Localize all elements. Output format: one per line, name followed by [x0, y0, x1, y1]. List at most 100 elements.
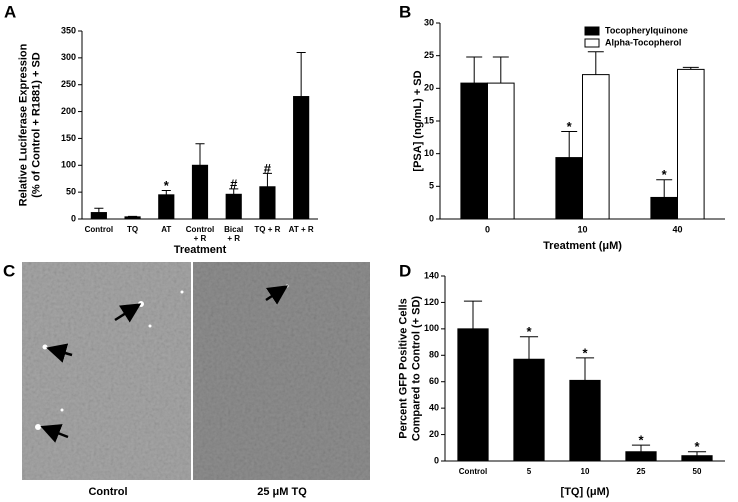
bar — [293, 96, 310, 220]
error-bar — [587, 51, 604, 75]
y-tick-label: 250 — [61, 79, 76, 89]
y-tick-label: 40 — [429, 403, 439, 413]
bar — [625, 451, 657, 462]
error-bar — [463, 300, 483, 329]
x-tick-label: 40 — [672, 224, 682, 234]
y-axis-label: (% of Control + R1881) + SD — [30, 52, 42, 198]
y-tick-label: 50 — [66, 187, 76, 197]
annotation: * — [638, 433, 644, 448]
panel-label: C — [3, 261, 15, 280]
image-caption: 25 μM TQ — [257, 486, 307, 498]
panel-label: D — [399, 261, 411, 280]
y-tick-label: 140 — [424, 270, 439, 280]
error-bar — [229, 188, 239, 195]
bar — [225, 193, 242, 220]
panel-label: B — [399, 2, 411, 21]
y-tick-label: 0 — [434, 455, 439, 465]
x-tick-label: TQ + R — [254, 225, 280, 234]
error-bar — [195, 143, 205, 166]
bar — [681, 455, 713, 462]
bar — [650, 196, 679, 220]
x-axis-label: Treatment (μM) — [543, 240, 622, 252]
y-tick-label: 200 — [61, 106, 76, 116]
error-bar — [262, 172, 272, 187]
error-bar — [519, 336, 539, 360]
y-tick-label: 100 — [61, 160, 76, 170]
y-tick-label: 20 — [424, 83, 434, 93]
annotation: # — [264, 161, 272, 176]
y-tick-label: 60 — [429, 376, 439, 386]
y-tick-label: 15 — [424, 115, 434, 125]
panel-label: A — [4, 2, 16, 21]
bar — [677, 68, 705, 220]
error-bar — [94, 207, 104, 213]
x-tick-label: AT — [161, 225, 171, 234]
y-tick-label: 300 — [61, 52, 76, 62]
x-tick-label: Control — [85, 225, 113, 234]
x-tick-label: 10 — [577, 224, 587, 234]
error-bar — [682, 66, 699, 70]
legend-label: Alpha-Tocopherol — [605, 37, 681, 47]
y-tick-label: 20 — [429, 429, 439, 439]
error-bar — [466, 56, 483, 84]
x-tick-label: 25 — [637, 467, 646, 476]
x-tick-label: AT + R — [289, 225, 314, 234]
annotation: # — [230, 176, 238, 191]
x-tick-label: TQ — [127, 225, 138, 234]
micrograph-control — [22, 262, 191, 480]
y-tick-label: 30 — [424, 17, 434, 27]
micrograph-treated — [193, 262, 370, 480]
legend-swatch — [584, 38, 600, 48]
bar — [487, 82, 515, 220]
bar — [582, 74, 610, 220]
bar — [460, 82, 488, 220]
y-tick-label: 25 — [424, 50, 434, 60]
x-axis-label: Treatment — [174, 244, 227, 256]
error-bar — [296, 51, 306, 97]
bar — [259, 186, 276, 220]
x-tick-label: 10 — [581, 467, 590, 476]
x-tick-label: 50 — [693, 467, 702, 476]
bar — [513, 358, 545, 462]
y-tick-label: 0 — [71, 213, 76, 223]
annotation: * — [662, 167, 668, 182]
y-axis-label: Relative Luciferase Expression — [17, 43, 29, 206]
bar — [158, 194, 175, 220]
y-tick-label: 100 — [424, 323, 439, 333]
x-tick-label: Bical + R — [224, 225, 243, 243]
y-tick-label: 80 — [429, 350, 439, 360]
x-tick-label: 0 — [485, 224, 490, 234]
error-bar — [656, 179, 673, 198]
error-bar — [128, 215, 138, 217]
bar — [457, 328, 489, 462]
bar — [191, 164, 209, 220]
legend-label: Tocopherylquinone — [605, 25, 688, 35]
annotation: * — [582, 345, 588, 360]
error-bar — [492, 56, 509, 84]
y-tick-label: 0 — [429, 213, 434, 223]
bar — [555, 157, 584, 220]
y-tick-label: 10 — [424, 148, 434, 158]
annotation: * — [567, 119, 573, 134]
error-bar — [561, 130, 578, 158]
legend-swatch — [584, 26, 600, 36]
image-caption: Control — [88, 486, 127, 498]
error-bar — [575, 357, 595, 381]
y-tick-label: 150 — [61, 133, 76, 143]
y-tick-label: 5 — [429, 181, 434, 191]
error-bar — [687, 451, 707, 456]
y-tick-label: 120 — [424, 297, 439, 307]
x-tick-label: Control — [459, 467, 487, 476]
y-axis-label: Compared to Control (+ SD) — [410, 296, 422, 441]
y-axis-label: [PSA] (ng/mL) + SD — [412, 70, 424, 171]
x-tick-label: 5 — [527, 467, 532, 476]
bar — [124, 216, 141, 220]
bar — [569, 379, 601, 462]
annotation: * — [526, 324, 532, 339]
annotation: * — [694, 439, 700, 454]
x-tick-label: Control + R — [186, 225, 214, 243]
error-bar — [631, 444, 651, 452]
y-tick-label: 350 — [61, 25, 76, 35]
bar — [90, 212, 107, 220]
